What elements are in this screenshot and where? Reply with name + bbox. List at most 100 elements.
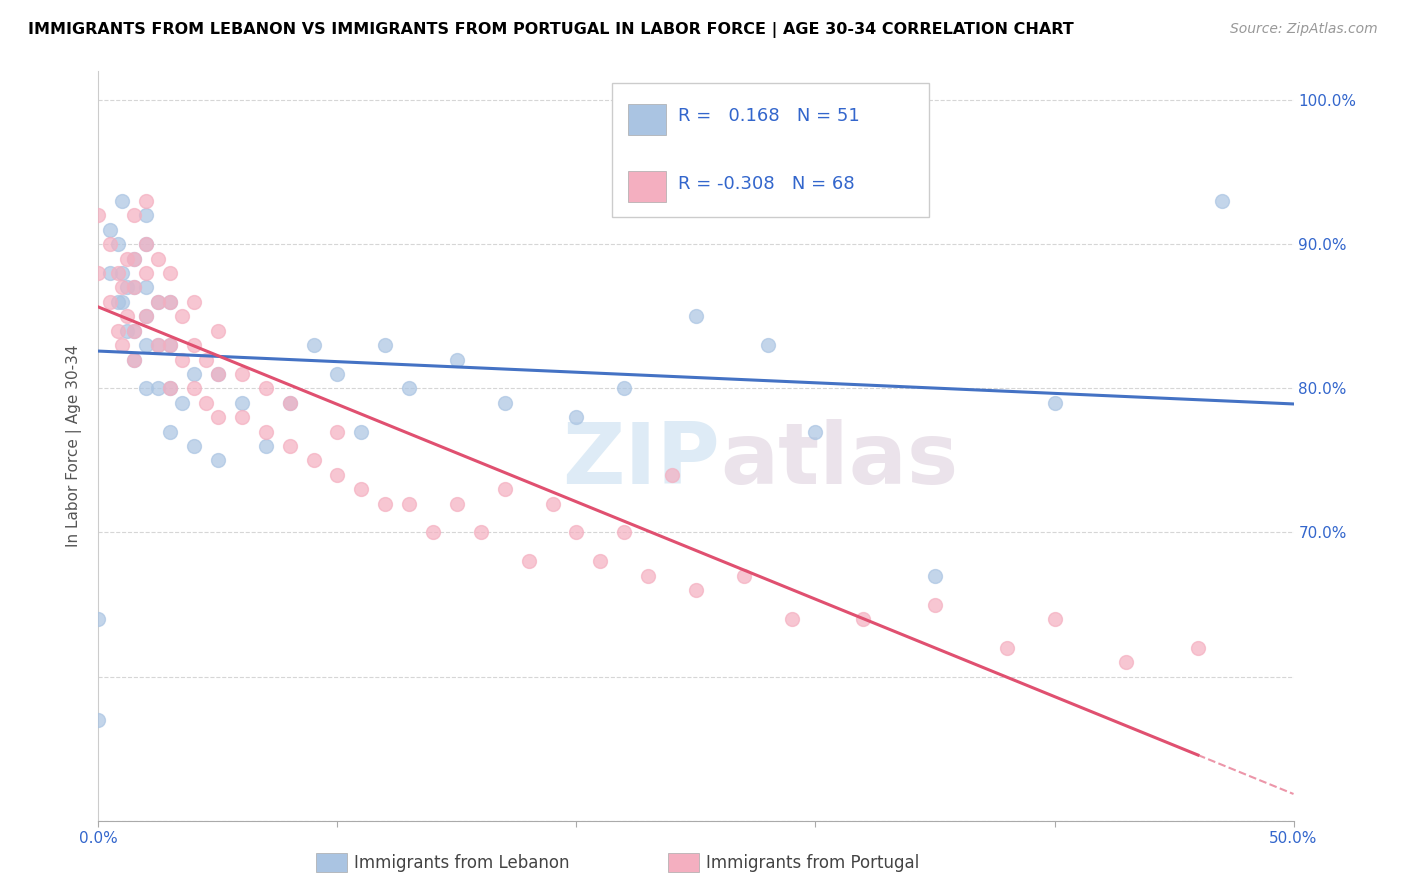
Point <box>565 410 588 425</box>
Point <box>124 252 146 266</box>
Point <box>124 280 146 294</box>
Point <box>374 338 396 352</box>
Point <box>159 338 181 352</box>
Point <box>124 352 146 367</box>
Point <box>924 568 946 582</box>
Point <box>231 396 253 410</box>
Point <box>135 237 157 252</box>
Point <box>183 439 205 453</box>
Point <box>159 266 181 280</box>
Point <box>685 583 707 598</box>
Text: atlas: atlas <box>720 419 957 502</box>
Point <box>254 439 277 453</box>
Point <box>231 367 253 381</box>
Point <box>148 252 170 266</box>
Point <box>135 310 157 324</box>
Point <box>148 338 170 352</box>
Point <box>172 352 194 367</box>
Point <box>183 381 205 395</box>
Point <box>98 223 122 237</box>
Point <box>494 396 516 410</box>
Point <box>148 294 170 309</box>
Point <box>135 266 157 280</box>
Text: R = -0.308   N = 68: R = -0.308 N = 68 <box>678 175 855 193</box>
Point <box>302 453 325 467</box>
Point <box>115 252 138 266</box>
Point <box>302 338 325 352</box>
Point <box>278 396 301 410</box>
Text: IMMIGRANTS FROM LEBANON VS IMMIGRANTS FROM PORTUGAL IN LABOR FORCE | AGE 30-34 C: IMMIGRANTS FROM LEBANON VS IMMIGRANTS FR… <box>28 22 1074 38</box>
Point <box>637 568 659 582</box>
Point <box>135 194 157 208</box>
Point <box>278 439 301 453</box>
Point <box>470 525 492 540</box>
Point <box>115 310 138 324</box>
Point <box>278 396 301 410</box>
FancyBboxPatch shape <box>613 83 929 218</box>
Point <box>995 640 1018 655</box>
Point <box>661 467 683 482</box>
Point <box>804 425 827 439</box>
Point <box>685 310 707 324</box>
Point <box>254 425 277 439</box>
Point <box>148 338 170 352</box>
Point <box>183 367 205 381</box>
Point <box>111 194 134 208</box>
Point <box>135 338 157 352</box>
Point <box>107 266 129 280</box>
Point <box>207 367 229 381</box>
Point <box>159 381 181 395</box>
Point <box>159 381 181 395</box>
Point <box>98 294 122 309</box>
Text: Source: ZipAtlas.com: Source: ZipAtlas.com <box>1230 22 1378 37</box>
Point <box>613 381 636 395</box>
Point <box>1187 640 1209 655</box>
Point <box>159 294 181 309</box>
Point <box>565 525 588 540</box>
Point <box>446 497 468 511</box>
Text: Immigrants from Lebanon: Immigrants from Lebanon <box>354 854 569 871</box>
Point <box>98 266 122 280</box>
Point <box>107 324 129 338</box>
Point <box>517 554 540 568</box>
Point <box>115 280 138 294</box>
Point <box>494 482 516 496</box>
Point <box>326 367 349 381</box>
Point <box>87 209 110 223</box>
FancyBboxPatch shape <box>628 103 666 135</box>
FancyBboxPatch shape <box>628 171 666 202</box>
Point <box>148 381 170 395</box>
Point <box>124 352 146 367</box>
Point <box>231 410 253 425</box>
Point <box>87 612 110 626</box>
Point <box>326 467 349 482</box>
Text: Immigrants from Portugal: Immigrants from Portugal <box>706 854 920 871</box>
Point <box>541 497 564 511</box>
Point <box>924 598 946 612</box>
Point <box>589 554 612 568</box>
Point <box>183 338 205 352</box>
Y-axis label: In Labor Force | Age 30-34: In Labor Force | Age 30-34 <box>66 344 83 548</box>
Point <box>135 381 157 395</box>
Point <box>124 280 146 294</box>
Point <box>124 324 146 338</box>
Point <box>135 280 157 294</box>
Point <box>124 324 146 338</box>
Point <box>1115 655 1137 669</box>
Point <box>111 266 134 280</box>
Point <box>1043 612 1066 626</box>
Point <box>852 612 875 626</box>
Text: ZIP: ZIP <box>562 419 720 502</box>
Point <box>124 252 146 266</box>
Point <box>374 497 396 511</box>
Point <box>613 525 636 540</box>
Point <box>87 266 110 280</box>
Point <box>111 280 134 294</box>
Point <box>111 294 134 309</box>
Point <box>107 237 129 252</box>
Point <box>446 352 468 367</box>
Point <box>159 338 181 352</box>
Point <box>207 410 229 425</box>
Point <box>115 324 138 338</box>
Point <box>172 310 194 324</box>
